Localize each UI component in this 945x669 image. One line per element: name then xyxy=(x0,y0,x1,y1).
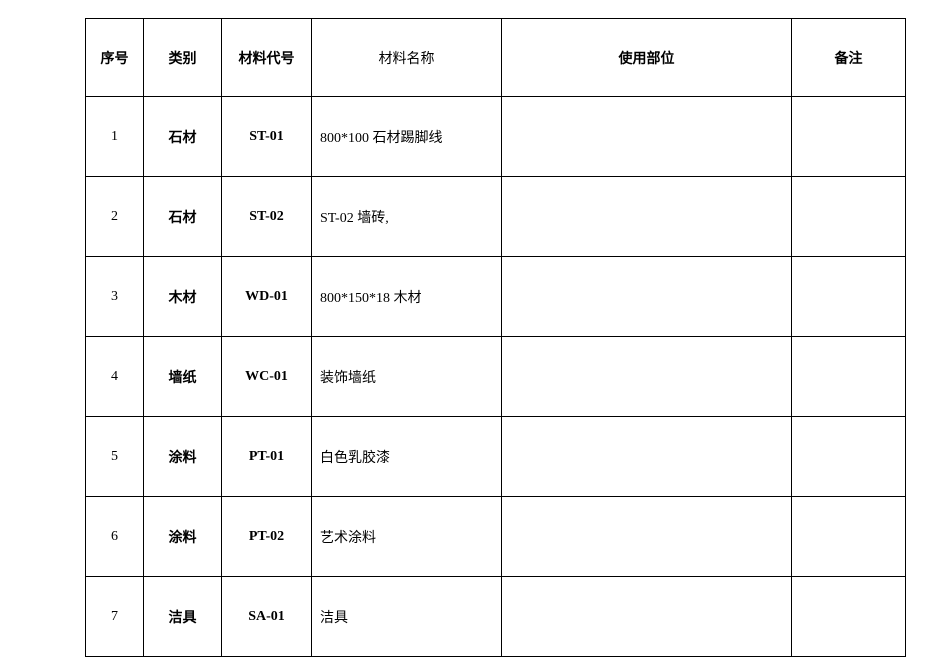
cell-category: 涂料 xyxy=(144,497,222,577)
cell-seq: 3 xyxy=(86,257,144,337)
table-row: 7 洁具 SA-01 洁具 xyxy=(86,577,906,657)
cell-name: ST-02 墙砖, xyxy=(312,177,502,257)
table-row: 2 石材 ST-02 ST-02 墙砖, xyxy=(86,177,906,257)
cell-remark xyxy=(792,97,906,177)
materials-table: 序号 类别 材料代号 材料名称 使用部位 备注 1 石材 ST-01 800*1… xyxy=(85,18,906,657)
cell-usage xyxy=(502,417,792,497)
cell-category: 墙纸 xyxy=(144,337,222,417)
cell-name: 800*150*18 木材 xyxy=(312,257,502,337)
cell-category: 涂料 xyxy=(144,417,222,497)
cell-code: SA-01 xyxy=(222,577,312,657)
cell-usage xyxy=(502,257,792,337)
table-row: 6 涂料 PT-02 艺术涂料 xyxy=(86,497,906,577)
header-code: 材料代号 xyxy=(222,19,312,97)
cell-usage xyxy=(502,497,792,577)
cell-code: WC-01 xyxy=(222,337,312,417)
table-row: 3 木材 WD-01 800*150*18 木材 xyxy=(86,257,906,337)
cell-remark xyxy=(792,577,906,657)
cell-usage xyxy=(502,337,792,417)
cell-seq: 2 xyxy=(86,177,144,257)
header-name: 材料名称 xyxy=(312,19,502,97)
cell-seq: 4 xyxy=(86,337,144,417)
cell-remark xyxy=(792,497,906,577)
cell-code: ST-02 xyxy=(222,177,312,257)
cell-category: 石材 xyxy=(144,97,222,177)
cell-remark xyxy=(792,257,906,337)
table-row: 5 涂料 PT-01 白色乳胶漆 xyxy=(86,417,906,497)
cell-name: 白色乳胶漆 xyxy=(312,417,502,497)
cell-category: 石材 xyxy=(144,177,222,257)
cell-name: 装饰墙纸 xyxy=(312,337,502,417)
cell-usage xyxy=(502,577,792,657)
cell-name: 艺术涂料 xyxy=(312,497,502,577)
table-row: 1 石材 ST-01 800*100 石材踢脚线 xyxy=(86,97,906,177)
header-usage: 使用部位 xyxy=(502,19,792,97)
cell-code: ST-01 xyxy=(222,97,312,177)
cell-seq: 6 xyxy=(86,497,144,577)
cell-code: PT-02 xyxy=(222,497,312,577)
cell-usage xyxy=(502,97,792,177)
header-remark: 备注 xyxy=(792,19,906,97)
cell-code: WD-01 xyxy=(222,257,312,337)
cell-remark xyxy=(792,337,906,417)
cell-remark xyxy=(792,417,906,497)
table-header-row: 序号 类别 材料代号 材料名称 使用部位 备注 xyxy=(86,19,906,97)
cell-code: PT-01 xyxy=(222,417,312,497)
table-row: 4 墙纸 WC-01 装饰墙纸 xyxy=(86,337,906,417)
materials-table-container: 序号 类别 材料代号 材料名称 使用部位 备注 1 石材 ST-01 800*1… xyxy=(85,18,905,657)
cell-seq: 1 xyxy=(86,97,144,177)
cell-name: 800*100 石材踢脚线 xyxy=(312,97,502,177)
header-seq: 序号 xyxy=(86,19,144,97)
cell-seq: 7 xyxy=(86,577,144,657)
cell-seq: 5 xyxy=(86,417,144,497)
cell-remark xyxy=(792,177,906,257)
cell-category: 木材 xyxy=(144,257,222,337)
cell-category: 洁具 xyxy=(144,577,222,657)
header-category: 类别 xyxy=(144,19,222,97)
cell-name: 洁具 xyxy=(312,577,502,657)
cell-usage xyxy=(502,177,792,257)
